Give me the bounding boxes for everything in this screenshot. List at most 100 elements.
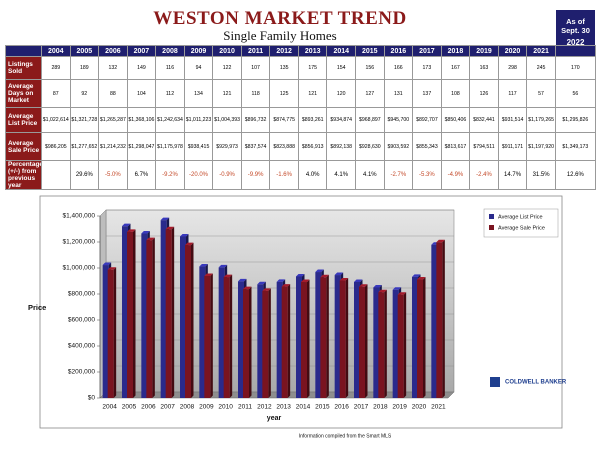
table-cell: $928,630: [355, 132, 385, 161]
y-tick-label: $1,200,000: [62, 239, 95, 246]
bar: [204, 276, 211, 398]
bar-top: [397, 292, 407, 295]
bar-top: [185, 242, 194, 246]
bar-top: [257, 281, 266, 285]
table-cell: $1,197,920: [526, 132, 556, 161]
table-cell: 4.1%: [355, 160, 385, 190]
bar: [243, 289, 249, 398]
table-cell: 4.0%: [297, 160, 328, 190]
table-cell: $1,175,978: [155, 132, 185, 161]
bar-side: [191, 242, 194, 398]
x-tick-label: 2011: [238, 404, 252, 411]
bar-top: [276, 279, 286, 282]
table-cell: 121: [212, 79, 242, 108]
bar: [102, 265, 109, 398]
table-cell: $1,349,173: [554, 132, 596, 161]
bar-side: [326, 274, 329, 398]
bar: [315, 272, 322, 398]
bar-top: [339, 278, 349, 281]
column-header: 2004: [41, 45, 71, 57]
bar: [238, 281, 244, 398]
table-cell: $896,732: [240, 107, 271, 133]
table-cell: -9.9%: [240, 160, 271, 190]
bar-side: [171, 226, 175, 398]
table-cell: 87: [41, 79, 71, 108]
bar: [431, 244, 438, 398]
table-cell: $1,298,047: [126, 132, 157, 161]
table-cell: $892,138: [326, 132, 357, 161]
y-axis-title: Price: [28, 303, 46, 312]
row-label: Percentage (+/-) from previous year: [5, 160, 42, 190]
row-label: Average List Price: [5, 107, 42, 133]
bar-top: [127, 229, 136, 232]
bar: [281, 286, 288, 398]
table-cell: 117: [497, 79, 528, 108]
column-header: 2015: [355, 45, 385, 57]
column-header: 2021: [526, 45, 556, 57]
x-tick-label: 2016: [334, 404, 349, 411]
table-cell: 112: [155, 79, 185, 108]
bar-side: [249, 286, 252, 398]
table-cell: 94: [183, 56, 214, 80]
table-cell: $931,514: [497, 107, 528, 133]
table-cell: 175: [297, 56, 328, 80]
table-row: Listings Sold 289 189 132 149 116 94 122 107 135 1…: [5, 56, 596, 80]
bar: [160, 220, 167, 398]
table-cell: 122: [212, 56, 242, 80]
table-cell: 108: [440, 79, 471, 108]
legend-label: Average Sale Price: [498, 225, 545, 231]
y-tick-label: $200,000: [68, 369, 95, 376]
table-cell: 134: [183, 79, 214, 108]
bar: [334, 275, 341, 398]
bar: [359, 286, 365, 398]
column-header: 2010: [212, 45, 242, 57]
table-cell: $794,511: [469, 132, 499, 161]
row-label: Average Days on Market: [5, 79, 42, 108]
bar: [146, 240, 153, 398]
bar: [199, 266, 206, 398]
bar-top: [417, 277, 426, 280]
table-cell: -0.9%: [212, 160, 242, 190]
bar-top: [436, 239, 445, 243]
table-cell: $1,295,826: [554, 107, 596, 133]
table-cell: 137: [412, 79, 442, 108]
bar-top: [141, 231, 150, 234]
table-cell: $1,011,223: [183, 107, 214, 133]
legend-swatch: [489, 225, 494, 230]
table-cell: $929,973: [212, 132, 242, 161]
table-cell: 149: [126, 56, 157, 80]
bar-side: [365, 284, 368, 398]
table-cell: -4.9%: [440, 160, 471, 190]
table-cell: 120: [326, 79, 357, 108]
bar: [417, 279, 423, 398]
column-header: 2013: [297, 45, 328, 57]
column-header: 2019: [469, 45, 499, 57]
column-header: 2006: [98, 45, 128, 57]
x-tick-label: 2010: [218, 404, 233, 411]
bar: [141, 233, 148, 398]
bar: [180, 236, 186, 398]
bar-side: [268, 288, 271, 398]
table-cell: 56: [554, 79, 596, 108]
bar-side: [210, 273, 213, 398]
bar-top: [262, 288, 271, 291]
bar-top: [102, 262, 112, 266]
bar: [378, 292, 385, 398]
market-table: 2004 2005 2006 2007 2008 2009 2010 2011 2012 2013…: [5, 45, 596, 190]
x-tick-label: 2020: [412, 404, 427, 411]
table-cell: [41, 160, 71, 190]
table-cell: 57: [526, 79, 556, 108]
table-cell: 173: [412, 56, 442, 80]
table-cell: $1,242,634: [155, 107, 185, 133]
table-cell: $893,261: [297, 107, 328, 133]
bar: [412, 276, 418, 398]
table-cell: $813,617: [440, 132, 471, 161]
bar-side: [307, 279, 310, 398]
table-cell: $1,277,652: [69, 132, 100, 161]
bar-top: [315, 269, 324, 273]
bar-top: [107, 267, 117, 270]
table-cell: $855,343: [412, 132, 442, 161]
bar-top: [320, 274, 329, 278]
logo-mark: [490, 377, 500, 387]
bar: [127, 231, 133, 398]
